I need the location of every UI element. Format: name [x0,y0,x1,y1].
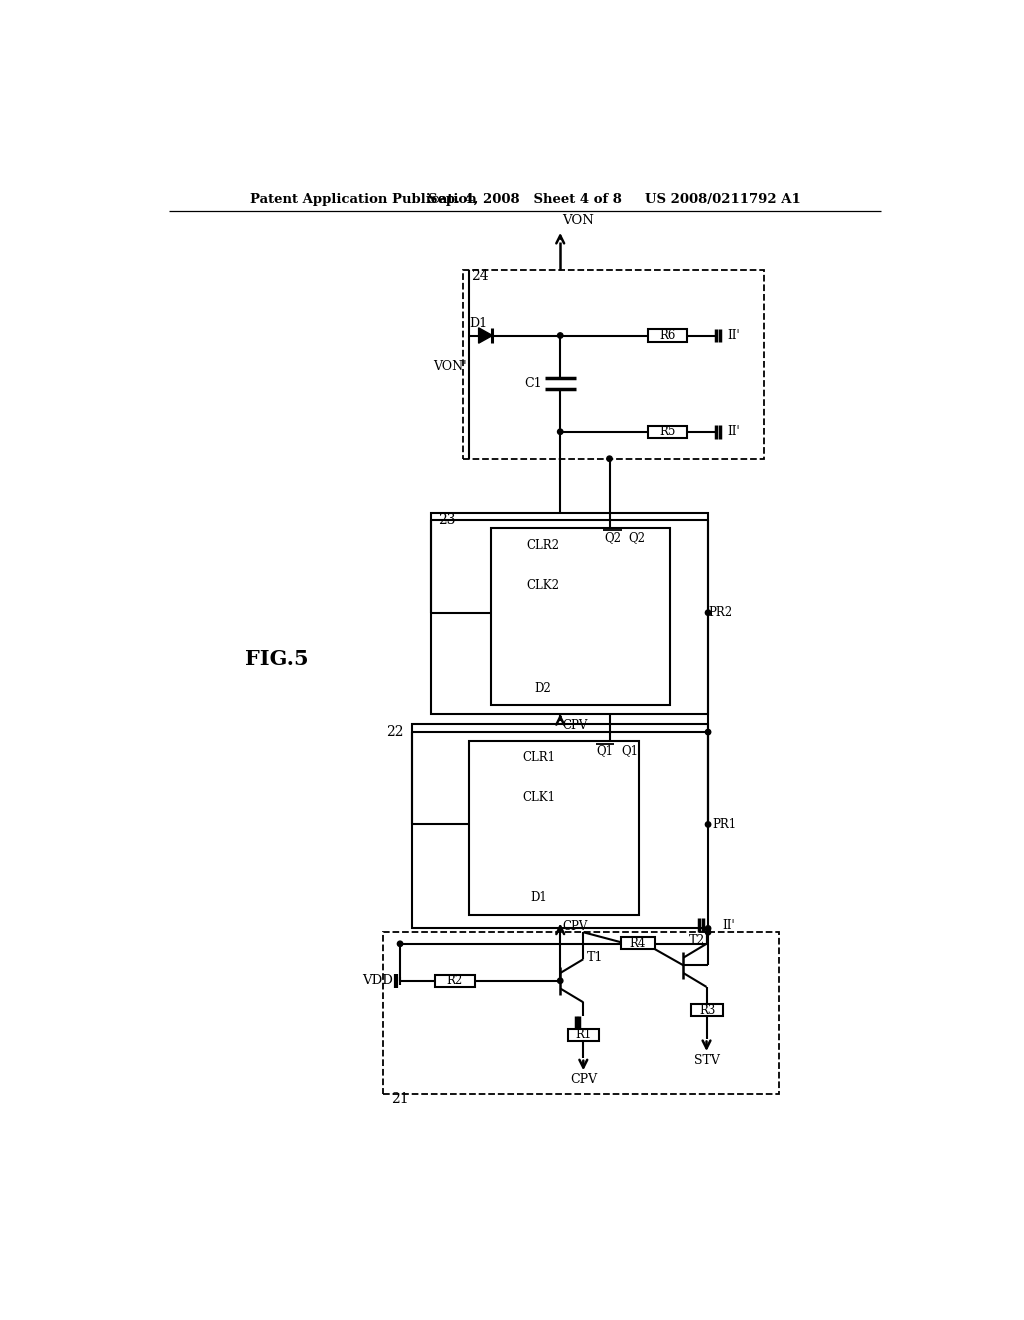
Text: CLK2: CLK2 [526,579,559,593]
Bar [691,1005,724,1016]
Text: C1: C1 [524,376,542,389]
Text: R3: R3 [699,1003,716,1016]
Text: CPV: CPV [562,718,588,731]
Polygon shape [478,327,493,343]
Text: T1: T1 [587,952,603,964]
Text: Q2: Q2 [629,531,646,544]
Circle shape [706,610,711,615]
Text: FIG.5: FIG.5 [245,649,308,669]
Text: 24: 24 [471,269,488,284]
Bar [621,937,655,949]
Text: VON': VON' [433,360,466,372]
Text: R2: R2 [446,974,463,987]
Text: R1: R1 [575,1028,592,1041]
Circle shape [397,941,402,946]
Text: II': II' [727,425,740,438]
Text: Q1: Q1 [621,744,638,758]
Text: T2: T2 [689,935,706,948]
Text: CPV: CPV [569,1073,597,1086]
Text: 23: 23 [438,513,456,527]
Circle shape [706,925,711,931]
Text: D1: D1 [530,891,547,904]
Bar [383,932,779,1094]
Bar [648,330,686,342]
Text: Sep. 4, 2008   Sheet 4 of 8: Sep. 4, 2008 Sheet 4 of 8 [428,193,622,206]
Text: Q2: Q2 [604,531,622,544]
Text: US 2008/0211792 A1: US 2008/0211792 A1 [645,193,801,206]
Text: CLK1: CLK1 [522,791,555,804]
Bar [469,742,639,915]
Circle shape [706,929,711,935]
Text: R6: R6 [659,329,676,342]
Circle shape [557,429,563,434]
Text: CLR2: CLR2 [526,539,559,552]
Bar [431,512,708,714]
Text: Patent Application Publication: Patent Application Publication [250,193,476,206]
Text: II': II' [722,919,734,932]
Text: PR1: PR1 [712,818,736,832]
Text: D2: D2 [535,681,551,694]
Text: CLR1: CLR1 [522,751,555,764]
Circle shape [706,822,711,828]
Text: 22: 22 [386,725,403,739]
Text: CPV: CPV [562,920,588,933]
Text: 21: 21 [391,1093,409,1106]
Circle shape [706,730,711,735]
Text: R4: R4 [630,936,646,949]
Bar [435,974,475,987]
Circle shape [557,978,563,983]
Text: R5: R5 [659,425,676,438]
Text: STV: STV [693,1053,720,1067]
Bar [568,1028,599,1040]
Circle shape [557,333,563,338]
Bar [463,271,764,459]
Bar [648,425,686,438]
Text: II': II' [727,329,740,342]
Text: PR2: PR2 [708,606,732,619]
Text: VDD: VDD [362,974,393,987]
Circle shape [607,455,612,462]
Bar [412,725,708,928]
Text: D1: D1 [470,317,487,330]
Bar [490,528,670,705]
Text: Q1: Q1 [596,744,613,758]
Text: VON: VON [562,214,594,227]
